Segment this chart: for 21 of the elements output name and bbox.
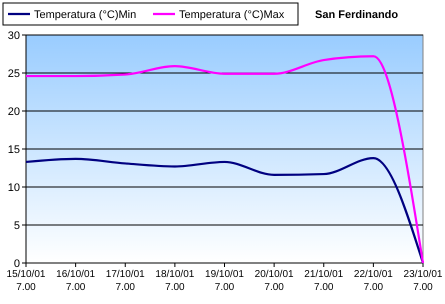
legend-label: Temperatura (°C)Min xyxy=(34,8,136,21)
y-tick-label: 5 xyxy=(14,220,20,232)
y-tick-label: 20 xyxy=(8,106,20,118)
legend-label: Temperatura (°C)Max xyxy=(179,8,285,21)
y-tick-label: 10 xyxy=(8,182,20,194)
x-tick-label: 21/10/01 7.00 xyxy=(304,269,344,293)
x-tick-label: 19/10/01 7.00 xyxy=(205,269,244,293)
chart-title: San Ferdinando xyxy=(315,9,398,21)
x-tick-label: 23/10/01 7.00 xyxy=(404,269,443,293)
x-tick-label: 16/10/01 7.00 xyxy=(56,269,96,293)
y-tick-label: 30 xyxy=(8,30,20,42)
y-tick-label: 25 xyxy=(8,68,20,80)
x-tick-label: 17/10/01 7.00 xyxy=(106,269,146,293)
line-series xyxy=(24,157,424,264)
x-tick-label: 15/10/01 7.00 xyxy=(6,269,46,293)
x-tick-label: 22/10/01 7.00 xyxy=(354,269,394,293)
x-tick-label: 18/10/01 7.00 xyxy=(155,269,195,293)
y-tick-label: 15 xyxy=(8,144,20,156)
line-series xyxy=(24,55,424,264)
y-tick-label: 0 xyxy=(14,258,20,270)
x-tick-label: 20/10/01 7.00 xyxy=(254,269,294,293)
